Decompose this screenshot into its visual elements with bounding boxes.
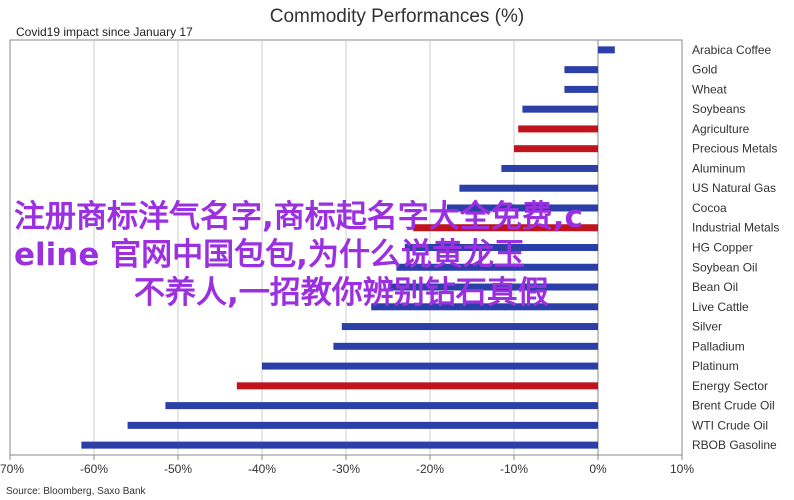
bar xyxy=(341,323,598,331)
category-label: Palladium xyxy=(692,339,745,353)
x-tick-label: -50% xyxy=(164,462,192,476)
category-label: Agriculture xyxy=(692,122,750,136)
x-tick-label: -60% xyxy=(80,462,108,476)
bar xyxy=(446,204,598,212)
category-label: Precious Metals xyxy=(692,142,777,156)
category-label: Brent Crude Oil xyxy=(692,399,775,413)
category-label: Gold xyxy=(692,63,717,77)
bar xyxy=(501,164,598,172)
category-label: Bean Oil xyxy=(692,280,738,294)
bar xyxy=(522,105,598,113)
bar xyxy=(396,263,598,271)
category-label: Industrial Metals xyxy=(692,221,779,235)
bar xyxy=(413,224,598,232)
x-tick-label: -40% xyxy=(248,462,276,476)
bar xyxy=(236,382,599,390)
x-tick-label: 10% xyxy=(670,462,694,476)
category-label: US Natural Gas xyxy=(692,181,776,195)
category-label: Wheat xyxy=(692,82,727,96)
category-label: WTI Crude Oil xyxy=(692,418,768,432)
category-label: HG Copper xyxy=(692,241,753,255)
bar xyxy=(564,85,598,93)
x-tick-label: -30% xyxy=(332,462,360,476)
bar xyxy=(371,303,598,311)
bar xyxy=(564,66,598,74)
x-tick-label: -10% xyxy=(500,462,528,476)
category-label: Aluminum xyxy=(692,161,745,175)
category-label: Soybeans xyxy=(692,102,745,116)
bar xyxy=(459,184,598,192)
chart-source: Source: Bloomberg, Saxo Bank xyxy=(6,486,147,497)
bar xyxy=(81,441,598,449)
x-tick-label: -70% xyxy=(0,462,24,476)
bar xyxy=(404,244,598,251)
category-label: Cocoa xyxy=(692,201,727,215)
bar xyxy=(598,46,615,54)
plot-area: -70% -60% -50% -40% -30% -20% -10% 0% 10% Arabica… xyxy=(0,39,779,476)
bar xyxy=(518,125,598,133)
bar xyxy=(514,145,598,153)
category-label: Silver xyxy=(692,320,722,334)
bar xyxy=(262,362,598,370)
category-label: Energy Sector xyxy=(692,379,768,393)
bar xyxy=(127,421,598,429)
category-label: RBOB Gasoline xyxy=(692,438,777,452)
category-label: Soybean Oil xyxy=(692,260,757,274)
bar xyxy=(388,283,598,291)
bar xyxy=(333,342,598,350)
category-label: Arabica Coffee xyxy=(692,43,771,57)
bar xyxy=(165,402,598,410)
category-label: Platinum xyxy=(692,359,739,373)
chart-subtitle: Covid19 impact since January 17 xyxy=(16,25,193,39)
category-label: Live Cattle xyxy=(692,300,749,314)
chart-title: Commodity Performances (%) xyxy=(270,6,524,27)
x-tick-label: 0% xyxy=(589,462,607,476)
x-tick-label: -20% xyxy=(416,462,444,476)
